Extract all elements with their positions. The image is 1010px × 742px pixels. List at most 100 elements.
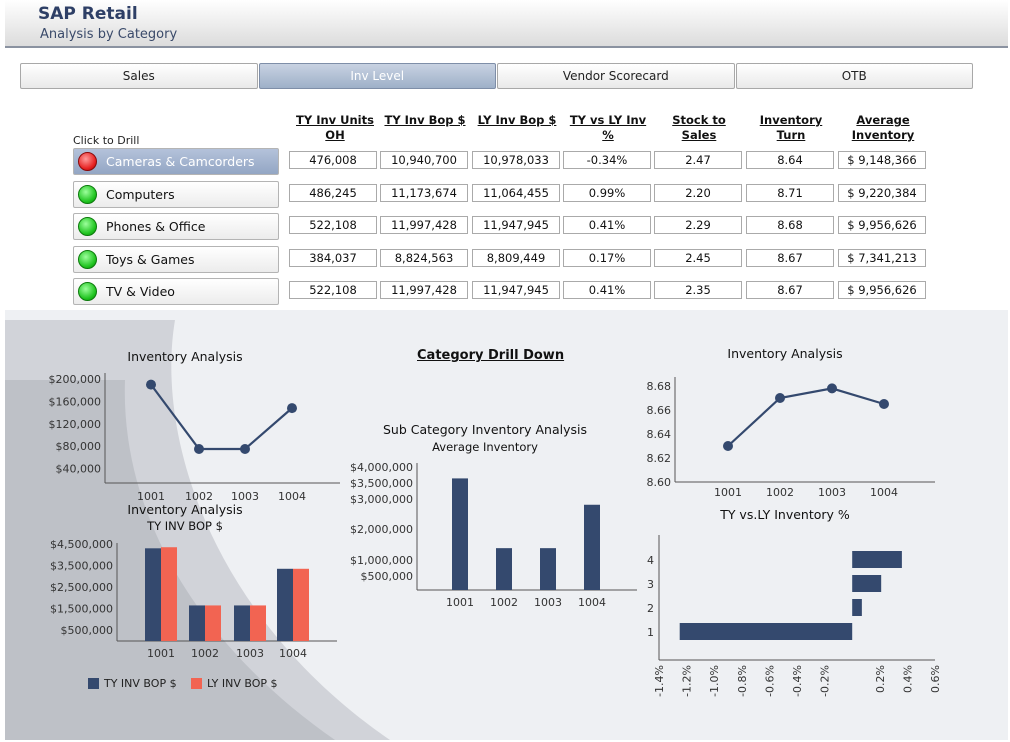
inventory-turn-line-chart: 8.68 8.66 8.64 8.62 8.60 1001 1002 1003 1004 xyxy=(647,377,935,499)
cell-ly-inv-bop: 11,947,945 xyxy=(472,281,560,299)
cell-stock-to-sales: 2.35 xyxy=(654,281,742,299)
cell-ty-vs-ly-pct: 0.99% xyxy=(563,184,651,202)
chart5-title: TY vs.LY Inventory % xyxy=(720,507,850,522)
chart4-title: Inventory Analysis xyxy=(727,346,843,361)
cell-average-inventory: $ 7,341,213 xyxy=(838,249,926,267)
x-tick-label: 1002 xyxy=(766,486,794,499)
x-tick-label: 1004 xyxy=(578,596,606,609)
y-tick-label: 8.60 xyxy=(647,476,672,489)
category-button-0[interactable]: Cameras & Camcorders xyxy=(73,148,279,175)
category-label: Toys & Games xyxy=(106,252,195,267)
column-header-stock-to-sales: Stock to Sales xyxy=(672,113,726,142)
cell-ty-inv-bop: 11,997,428 xyxy=(380,281,468,299)
x-tick-label: 1003 xyxy=(231,490,259,503)
series-line xyxy=(727,387,885,447)
y-tick-label: 3 xyxy=(647,578,654,591)
cell-ly-inv-bop: 10,978,033 xyxy=(472,151,560,169)
y-tick-label: $200,000 xyxy=(49,373,102,386)
bar xyxy=(540,548,556,590)
cell-stock-to-sales: 2.29 xyxy=(654,216,742,234)
y-tick-label: 8.62 xyxy=(647,452,672,465)
bar-ty xyxy=(234,605,250,641)
x-tick-label: 1001 xyxy=(446,596,474,609)
data-point xyxy=(775,393,785,403)
cell-average-inventory: $ 9,956,626 xyxy=(838,281,926,299)
bar-ly xyxy=(161,547,177,641)
chart2-title: Inventory Analysis xyxy=(127,502,243,517)
bar xyxy=(496,548,512,590)
cell-stock-to-sales: 2.20 xyxy=(654,184,742,202)
category-label: Cameras & Camcorders xyxy=(106,154,255,169)
x-tick-label: 1003 xyxy=(236,647,264,660)
y-tick-label: $4,500,000 xyxy=(50,538,113,551)
x-tick-label: 1004 xyxy=(278,490,306,503)
category-button-3[interactable]: Toys & Games xyxy=(73,246,279,273)
y-tick-label: 2 xyxy=(647,602,654,615)
y-tick-label: 8.64 xyxy=(647,428,672,441)
x-tick-label: 1002 xyxy=(185,490,213,503)
legend-swatch-ly xyxy=(191,678,202,689)
series-line xyxy=(150,383,293,451)
cell-ty-inv-bop: 10,940,700 xyxy=(380,151,468,169)
cell-stock-to-sales: 2.47 xyxy=(654,151,742,169)
data-point xyxy=(240,444,250,454)
chart3-title: Sub Category Inventory Analysis xyxy=(382,422,588,437)
column-header-ty-inv-units: TY Inv Units OH xyxy=(296,113,374,142)
tab-inv-level[interactable]: Inv Level xyxy=(258,63,496,89)
inv-bop-bar-chart: $4,500,000 $3,500,000 $2,500,000 $1,500,000… xyxy=(50,538,337,660)
cell-ty-vs-ly-pct: 0.41% xyxy=(563,216,651,234)
data-point xyxy=(723,441,733,451)
cell-ty-inv-bop: 11,997,428 xyxy=(380,216,468,234)
tab-bar: Sales Inv Level Vendor Scorecard OTB xyxy=(20,63,973,89)
tab-sales[interactable]: Sales xyxy=(20,63,258,89)
cell-inventory-turn: 8.71 xyxy=(746,184,834,202)
x-tick-label: -0.4% xyxy=(791,665,804,697)
chart2-subtitle: TY INV BOP $ xyxy=(147,519,223,533)
column-header-average-inventory: Average Inventory xyxy=(851,113,915,142)
y-tick-label: 4 xyxy=(647,554,654,567)
chart3-subtitle: Average Inventory xyxy=(432,440,538,454)
x-tick-label: -1.0% xyxy=(708,665,721,697)
y-tick-label: $40,000 xyxy=(56,463,102,476)
x-tick-label: 0.6% xyxy=(929,665,942,693)
cell-inventory-turn: 8.68 xyxy=(746,216,834,234)
category-drill-down-link[interactable]: Category Drill Down xyxy=(417,348,565,363)
x-tick-label: 0.4% xyxy=(901,665,914,693)
data-point xyxy=(827,383,837,394)
y-tick-label: $120,000 xyxy=(49,418,102,431)
app-header: SAP Retail Analysis by Category xyxy=(5,0,1008,48)
app-window: SAP Retail Analysis by Category Sales In… xyxy=(5,0,1008,740)
category-button-4[interactable]: TV & Video xyxy=(73,278,279,305)
y-tick-label: $3,500,000 xyxy=(350,477,413,490)
cell-ty-vs-ly-pct: -0.34% xyxy=(563,151,651,169)
bar-ly xyxy=(205,605,221,641)
y-tick-label: $1,000,000 xyxy=(350,554,413,567)
drill-label: Click to Drill xyxy=(73,134,140,147)
x-tick-label: -1.2% xyxy=(681,665,694,697)
category-button-2[interactable]: Phones & Office xyxy=(73,213,279,240)
data-point xyxy=(879,399,889,409)
category-label: Computers xyxy=(106,187,175,202)
cell-ty-inv-units: 522,108 xyxy=(289,281,377,299)
legend-label-ly: LY INV BOP $ xyxy=(207,677,278,690)
x-tick-label: 1001 xyxy=(714,486,742,499)
inventory-line-chart: $200,000 $160,000 $120,000 $80,000 $40,000 10… xyxy=(49,373,340,503)
cell-average-inventory: $ 9,220,384 xyxy=(838,184,926,202)
category-button-1[interactable]: Computers xyxy=(73,181,279,208)
cell-inventory-turn: 8.64 xyxy=(746,151,834,169)
bar-ty xyxy=(145,548,161,641)
y-tick-label: $80,000 xyxy=(56,440,102,453)
y-tick-label: $500,000 xyxy=(361,570,414,583)
cell-ly-inv-bop: 11,064,455 xyxy=(472,184,560,202)
x-tick-label: 1003 xyxy=(534,596,562,609)
hbar xyxy=(852,551,902,568)
y-tick-label: $1,500,000 xyxy=(50,603,113,616)
tab-otb[interactable]: OTB xyxy=(735,63,973,89)
bar-ly xyxy=(293,568,309,641)
y-tick-label: 1 xyxy=(647,626,654,639)
data-point xyxy=(194,444,204,454)
x-tick-label: 1003 xyxy=(818,486,846,499)
data-point xyxy=(287,403,297,414)
tab-vendor-scorecard[interactable]: Vendor Scorecard xyxy=(497,63,735,89)
cell-inventory-turn: 8.67 xyxy=(746,249,834,267)
